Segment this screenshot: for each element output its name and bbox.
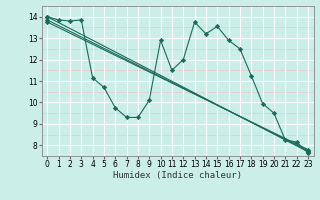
- X-axis label: Humidex (Indice chaleur): Humidex (Indice chaleur): [113, 171, 242, 180]
